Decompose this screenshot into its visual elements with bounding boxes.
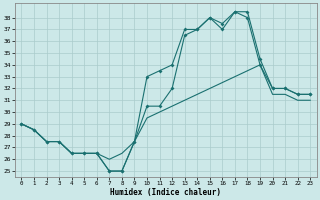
X-axis label: Humidex (Indice chaleur): Humidex (Indice chaleur) <box>110 188 221 197</box>
